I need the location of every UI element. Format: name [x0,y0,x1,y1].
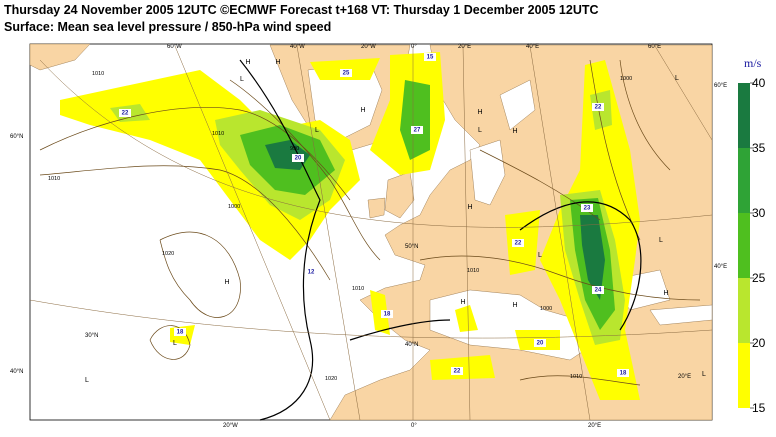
grid-label: 0° [411,423,417,429]
grid-label: 40°E [526,44,539,50]
wind-label: 20 [295,156,302,162]
legend-tick-label: 30 [752,206,766,220]
legend-band [738,83,750,148]
legend-tick-label: 15 [752,401,766,415]
wind-label: 27 [414,128,421,134]
wind-label-box [305,268,317,276]
low-centre: L [702,371,706,378]
seas [307,61,713,361]
title: Thursday 24 November 2005 12UTC ©ECMWF F… [4,3,599,17]
low-centre: L [538,252,542,259]
legend-band [738,343,750,408]
high-centre: H [467,204,472,211]
isobar-label: 1000 [540,306,552,312]
high-centre: H [663,290,668,297]
low-centre: L [240,76,244,83]
isobar-label: 1000 [228,204,240,210]
wind-label-box [119,109,131,117]
grid-label: 60°E [648,44,661,50]
wind-label-box [381,310,393,318]
wind-label: 18 [620,371,627,377]
wind-label: 23 [584,206,591,212]
grid-label: 20°W [223,423,238,429]
isobar-label: 1000 [620,76,632,82]
low-centre: L [85,377,89,384]
subtitle: Surface: Mean sea level pressure / 850-h… [4,20,332,34]
grid-label: 40°E [714,264,727,270]
isobar-label: 1010 [48,176,60,182]
low-centre: L [675,75,679,82]
wind-label: 15 [427,55,434,61]
high-centre: H [245,59,250,66]
low-centre: L [315,127,319,134]
low-centre: L [659,237,663,244]
grid-label: 40°W [290,44,305,50]
high-centre: H [275,59,280,66]
grid-label: 40°N [10,369,23,375]
isobar-label: 1020 [325,376,337,382]
wind-label-box [592,103,604,111]
high-centre: H [224,279,229,286]
wind-label-box [292,154,304,162]
legend-band [738,278,750,343]
grid-label: 20°E [678,374,691,380]
isobar-label: 1010 [467,268,479,274]
grid-label: 50°N [405,244,418,250]
high-centre: H [360,107,365,114]
wind-label: 22 [595,105,602,111]
wind-label: 18 [384,312,391,318]
isobar-label: 1010 [352,286,364,292]
legend-band [738,148,750,213]
wind-label-box [411,126,423,134]
wind-label: 20 [537,341,544,347]
wind-label: 22 [454,369,461,375]
isobar-label: 1010 [92,71,104,77]
legend-tick-label: 35 [752,141,766,155]
legend-band [738,213,750,278]
grid-label: 60°N [10,134,23,140]
legend-unit: m/s [744,56,762,70]
wind-label: 18 [177,330,184,336]
wind-label: 12 [308,270,315,276]
grid-label: 60°E [714,83,727,89]
grid-label: 60°W [167,44,182,50]
labels: 60°W 40°W 20°W 0° 20°E 40°E 60°E 60°E 40… [10,44,727,429]
wind-label-box [424,53,436,61]
legend-tick-label: 40 [752,76,766,90]
wind-label-box [617,369,629,377]
wind-label: 24 [595,288,602,294]
grid-label: 40°N [405,342,418,348]
wind-label-box [512,239,524,247]
wind-label: 22 [122,111,129,117]
wind-label-box [340,69,352,77]
wind-label: 25 [343,71,350,77]
wind-label-box [451,367,463,375]
isobar-label: 1010 [570,374,582,380]
wind-label-box [174,328,186,336]
low-centre: L [173,340,177,347]
low-centre: L [478,127,482,134]
high-centre: H [477,109,482,116]
wind-label-box [534,339,546,347]
grid-label: 30°N [85,333,98,339]
graticule [29,45,713,421]
grid-label: 20°E [458,44,471,50]
high-centre: H [512,302,517,309]
legend-tick-label: 20 [752,336,766,350]
grid-label: 20°W [361,44,376,50]
isobar-label: 1010 [212,131,224,137]
wind-label-box [581,204,593,212]
grid-label: 0° [411,44,417,50]
wind-label: 22 [515,241,522,247]
legend-tick-label: 25 [752,271,766,285]
wind-label-box [592,286,604,294]
grid-label: 20°E [588,423,601,429]
high-centre: H [512,128,517,135]
high-centre: H [460,299,465,306]
isobar-label: 990 [290,146,299,152]
isobar-label: 1020 [162,251,174,257]
